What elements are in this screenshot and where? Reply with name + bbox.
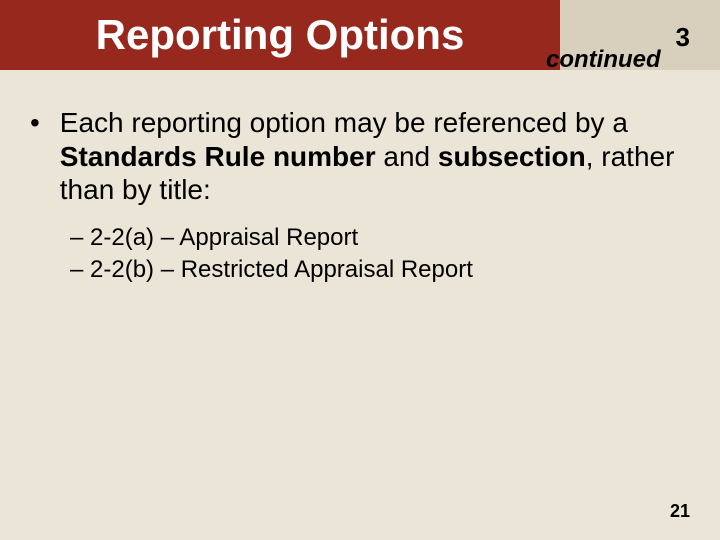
sub-list: – 2-2(a) – Appraisal Report – 2-2(b) – R… <box>70 222 670 287</box>
header-left: Reporting Options <box>0 0 560 70</box>
body-area: • Each reporting option may be reference… <box>0 70 720 540</box>
bullet-text: Each reporting option may be referenced … <box>60 106 690 207</box>
bullet-mid: and <box>376 141 438 172</box>
bullet-bold-2: subsection <box>438 141 586 172</box>
sub-item: – 2-2(b) – Restricted Appraisal Report <box>70 254 670 286</box>
bullet-bold-1: Standards Rule number <box>60 141 376 172</box>
slide-title: Reporting Options <box>96 11 465 59</box>
bullet-dot-icon: • <box>30 106 52 140</box>
sub-item: – 2-2(a) – Appraisal Report <box>70 222 670 254</box>
slide: Reporting Options 3 continued • Each rep… <box>0 0 720 540</box>
bullet-main: • Each reporting option may be reference… <box>30 106 690 207</box>
header-right: 3 continued <box>560 0 720 70</box>
header-bar: Reporting Options 3 continued <box>0 0 720 70</box>
page-number: 21 <box>670 501 690 522</box>
bullet-pre: Each reporting option may be referenced … <box>60 107 628 138</box>
section-number: 3 <box>676 22 690 53</box>
